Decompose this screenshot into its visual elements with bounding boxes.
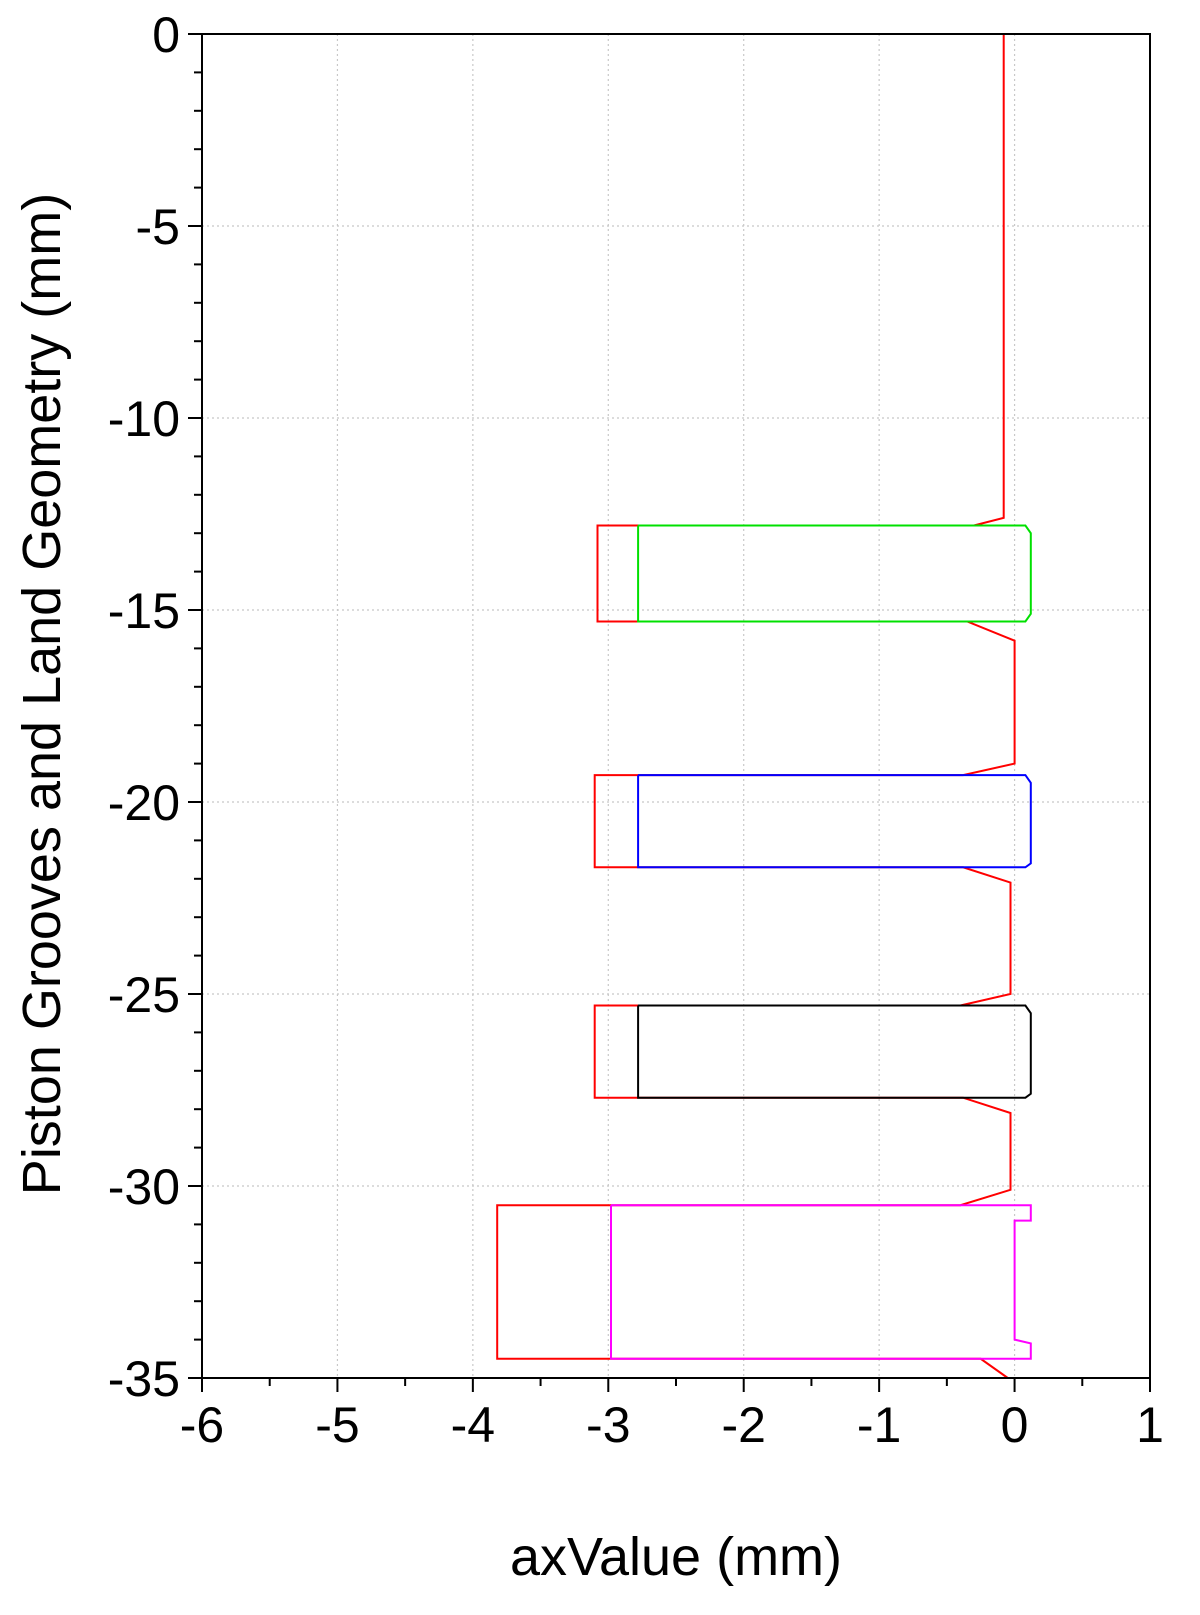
series-line-4 [610, 1204, 1032, 1360]
y-tick-label: -5 [136, 199, 180, 255]
y-tick-label: -10 [108, 391, 180, 447]
series-line-3 [637, 1004, 1032, 1099]
x-tick-labels: -6 -5 -4 -3 -2 -1 0 1 [180, 1397, 1164, 1453]
x-tick-label: -4 [451, 1397, 495, 1453]
x-tick-label: 1 [1136, 1397, 1164, 1453]
plot-frame [201, 33, 1151, 1379]
series-line-2 [637, 774, 1032, 869]
y-tick-label: -35 [108, 1351, 180, 1407]
y-axis-title: Piston Grooves and Land Geometry (mm) [12, 193, 72, 1195]
y-tick-labels: 0 -5 -10 -15 -20 -25 -30 -35 [108, 7, 180, 1407]
x-tick-label: -2 [721, 1397, 765, 1453]
y-tick-label: -15 [108, 583, 180, 639]
y-tick-label: -30 [108, 1159, 180, 1215]
x-tick-label: -3 [586, 1397, 630, 1453]
y-tick-label: -25 [108, 967, 180, 1023]
series-group [222, 33, 1032, 1379]
x-tick-label: -6 [180, 1397, 224, 1453]
series-line-1 [637, 524, 1032, 623]
axis-ticks [188, 33, 1151, 1392]
y-tick-label: 0 [152, 7, 180, 63]
x-tick-label: 0 [1001, 1397, 1029, 1453]
y-tick-label: -20 [108, 775, 180, 831]
x-axis-title: axValue (mm) [510, 1527, 842, 1587]
grid [202, 34, 1150, 1378]
x-tick-label: -5 [315, 1397, 359, 1453]
series-line-0 [222, 33, 1016, 1379]
x-tick-label: -1 [857, 1397, 901, 1453]
